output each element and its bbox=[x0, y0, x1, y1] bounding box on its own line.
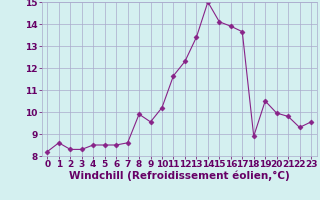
X-axis label: Windchill (Refroidissement éolien,°C): Windchill (Refroidissement éolien,°C) bbox=[69, 171, 290, 181]
